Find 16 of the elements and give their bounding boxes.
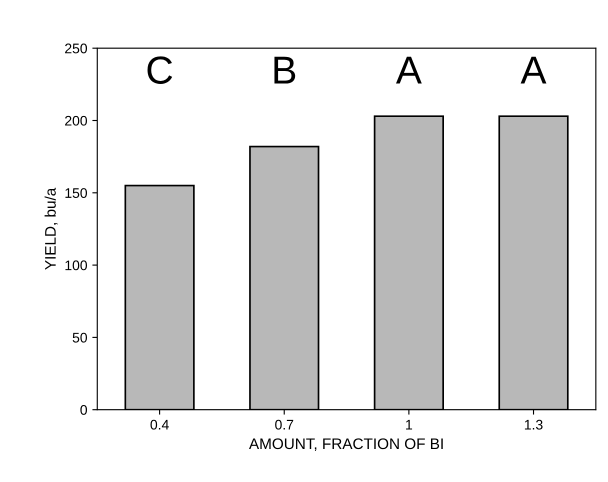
y-tick-label: 0 <box>80 405 88 415</box>
annotation: A <box>520 56 546 84</box>
annotation: B <box>274 56 296 84</box>
y-tick-label: 200 <box>65 116 88 126</box>
annotation: C <box>148 56 172 84</box>
x-tick-label: 0.7 <box>275 420 294 430</box>
x-tick-label: 0.4 <box>150 420 169 430</box>
x-axis-title: AMOUNT, FRACTION OF BI <box>248 438 443 451</box>
x-tick-label: 1 <box>406 420 412 430</box>
y-tick-label: 50 <box>72 332 88 343</box>
annotation: A <box>396 56 422 84</box>
y-tick-label: 250 <box>65 44 88 54</box>
x-tick-label: 1.3 <box>524 420 543 430</box>
y-tick-label: 150 <box>65 188 88 198</box>
y-axis-title: YIELD, bu/a <box>44 188 58 270</box>
y-tick-label: 100 <box>65 260 88 270</box>
